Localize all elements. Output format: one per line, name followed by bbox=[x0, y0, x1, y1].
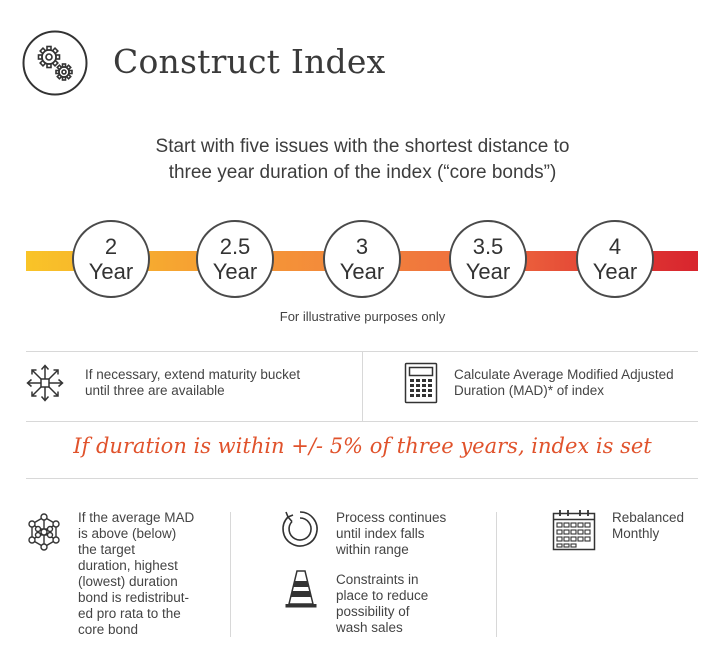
calendar-icon bbox=[552, 509, 596, 551]
note-line: until index falls bbox=[336, 526, 425, 541]
intro-line-2: three year duration of the index (“core … bbox=[168, 162, 557, 183]
node-value: 2 bbox=[104, 234, 118, 259]
duration-rule-highlight: If duration is within +/- 5% of three ye… bbox=[73, 434, 652, 458]
node-value: 3.5 bbox=[472, 234, 504, 259]
network-icon bbox=[24, 512, 64, 552]
calculate-mad-note: Calculate Average Modified Adjusted Dura… bbox=[454, 367, 674, 399]
rebalanced-monthly-note: Rebalanced Monthly bbox=[612, 510, 684, 542]
divider bbox=[362, 352, 363, 422]
note-line: within range bbox=[336, 542, 409, 557]
divider bbox=[26, 478, 698, 479]
extend-maturity-note: If necessary, extend maturity bucket unt… bbox=[85, 367, 300, 399]
note-line: ed pro rata to the bbox=[78, 606, 181, 621]
process-continues-note: Process continues until index falls with… bbox=[336, 510, 446, 558]
expand-arrows-icon bbox=[24, 362, 66, 404]
node-value: 4 bbox=[608, 234, 622, 259]
note-line: the target bbox=[78, 542, 136, 557]
node-unit: Year bbox=[592, 259, 638, 284]
duration-node-3-5: 3.5 Year bbox=[449, 220, 527, 298]
note-line: duration, highest bbox=[78, 558, 178, 573]
note-line: possibility of bbox=[336, 604, 410, 619]
duration-node-3: 3 Year bbox=[323, 220, 401, 298]
divider bbox=[26, 421, 698, 422]
note-line: is above (below) bbox=[78, 526, 177, 541]
note-line: Constraints in bbox=[336, 572, 419, 587]
note-line: core bond bbox=[78, 622, 139, 637]
note-line: wash sales bbox=[336, 620, 403, 635]
node-value: 2.5 bbox=[219, 234, 251, 259]
note-line: If the average MAD bbox=[78, 510, 195, 525]
divider bbox=[230, 512, 231, 637]
note-line: Monthly bbox=[612, 526, 660, 541]
duration-node-2-5: 2.5 Year bbox=[196, 220, 274, 298]
note-line: until three are available bbox=[85, 383, 225, 398]
duration-node-2: 2 Year bbox=[72, 220, 150, 298]
gears-icon bbox=[22, 30, 88, 96]
intro-text: Start with five issues with the shortest… bbox=[0, 134, 725, 186]
page-title: Construct Index bbox=[113, 42, 386, 81]
note-line: bond is redistribut- bbox=[78, 590, 190, 605]
constraints-note: Constraints in place to reduce possibili… bbox=[336, 572, 428, 636]
traffic-cone-icon bbox=[284, 569, 318, 609]
node-unit: Year bbox=[88, 259, 134, 284]
note-line: Calculate Average Modified Adjusted bbox=[454, 367, 674, 382]
divider bbox=[26, 351, 698, 352]
calculator-icon bbox=[404, 362, 438, 404]
divider bbox=[496, 512, 497, 637]
intro-line-1: Start with five issues with the shortest… bbox=[155, 136, 570, 157]
cycle-arrow-icon bbox=[280, 509, 320, 549]
node-unit: Year bbox=[465, 259, 511, 284]
note-line: Rebalanced bbox=[612, 510, 685, 525]
disclaimer: For illustrative purposes only bbox=[279, 309, 446, 324]
note-line: Duration (MAD)* of index bbox=[454, 383, 605, 398]
note-line: (lowest) duration bbox=[78, 574, 178, 589]
node-unit: Year bbox=[212, 259, 258, 284]
note-line: place to reduce bbox=[336, 588, 429, 603]
redistribution-note: If the average MAD is above (below) the … bbox=[78, 510, 228, 638]
node-value: 3 bbox=[355, 234, 369, 259]
note-line: Process continues bbox=[336, 510, 447, 525]
duration-node-4: 4 Year bbox=[576, 220, 654, 298]
node-unit: Year bbox=[339, 259, 385, 284]
note-line: If necessary, extend maturity bucket bbox=[85, 367, 301, 382]
